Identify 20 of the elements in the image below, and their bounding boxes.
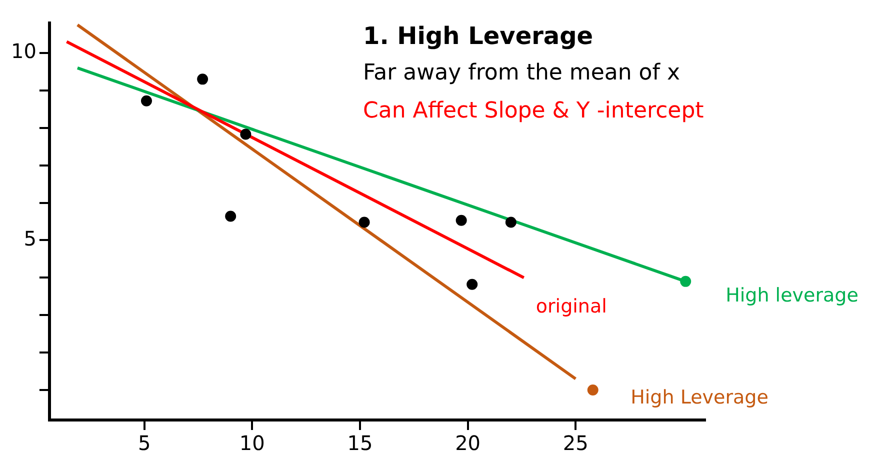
point — [456, 214, 467, 226]
series-label: original — [536, 296, 607, 318]
point — [240, 128, 252, 140]
x-tick-label: 5 — [138, 431, 151, 456]
point — [505, 216, 516, 228]
point — [225, 210, 236, 222]
point — [140, 95, 152, 106]
point — [466, 278, 478, 290]
x-tick-label: 20 — [455, 431, 481, 456]
point — [358, 216, 370, 228]
x-tick-label: 25 — [562, 431, 588, 456]
chart-title: 1. High Leverage — [363, 22, 594, 50]
x-tick-label: 10 — [239, 431, 265, 456]
point — [587, 384, 598, 396]
text: High leverage — [726, 284, 858, 306]
text: High Leverage — [630, 386, 768, 409]
annotation: Can Affect Slope & Y -intercept — [363, 98, 704, 124]
text: Far away from the mean of x — [363, 60, 680, 86]
point — [197, 74, 208, 85]
x-tick-label: 15 — [347, 431, 373, 456]
